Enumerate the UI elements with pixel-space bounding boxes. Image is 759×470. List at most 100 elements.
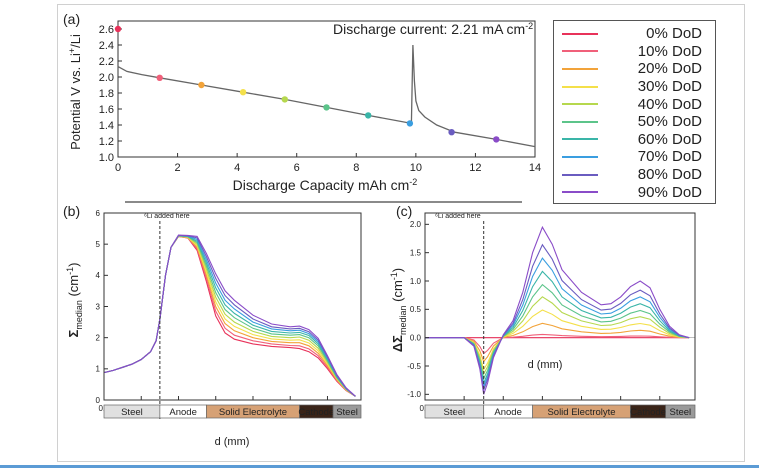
legend-label: 40% DoD bbox=[637, 95, 702, 113]
panel-c-ylabel-prefix: ΔΣ bbox=[390, 335, 405, 352]
sigma-series-line bbox=[103, 234, 356, 397]
panel-b-ylabel-sub: median bbox=[74, 300, 84, 330]
delta-sigma-series-line bbox=[425, 225, 690, 395]
panel-b-y-tick-label: 1 bbox=[96, 365, 101, 374]
panel-b-y-tick-label: 0 bbox=[96, 396, 101, 405]
panel-a-x-tick-label: 6 bbox=[294, 162, 300, 174]
panel-c-y-tick-label: 0.0 bbox=[410, 333, 422, 342]
sigma-series-line bbox=[103, 235, 356, 397]
panel-b-y-tick-label: 3 bbox=[96, 302, 101, 311]
legend-label: 30% DoD bbox=[637, 78, 702, 96]
panel-b-y-tick-label: 2 bbox=[96, 333, 101, 342]
sigma-series-line bbox=[103, 235, 356, 397]
panel-b-y-tick-label: 5 bbox=[96, 240, 101, 249]
sigma-series-line bbox=[103, 235, 356, 397]
delta-sigma-series-line bbox=[425, 322, 690, 363]
panel-b-region-label: Solid Electrolyte bbox=[219, 407, 287, 418]
bottom-rule bbox=[0, 465, 759, 468]
legend-label: 50% DoD bbox=[637, 113, 702, 131]
legend-label: 0% DoD bbox=[646, 25, 702, 43]
panel-c-ylabel-sub: median bbox=[398, 305, 408, 335]
panel-c-region-label: Solid Electrolyte bbox=[547, 407, 615, 418]
panel-a-title: Discharge current: 2.21 mA cm-2 bbox=[333, 21, 533, 37]
dod-marker bbox=[493, 136, 500, 143]
panel-a-ylabel-tail: /Li bbox=[68, 34, 83, 48]
figure-frame bbox=[57, 4, 745, 462]
legend-label: 10% DoD bbox=[637, 42, 702, 60]
panel-b-xlabel: d (mm) bbox=[215, 436, 250, 448]
panel-a-y-tick-label: 1.8 bbox=[99, 88, 114, 100]
panel-a-plot-frame bbox=[117, 20, 536, 158]
panel-c-region-label: Cathode bbox=[630, 407, 666, 418]
dod-marker bbox=[323, 104, 330, 111]
legend-entry: 90% DoD bbox=[554, 183, 715, 201]
panel-b-label: (b) bbox=[63, 203, 80, 219]
legend: 0% DoD 10% DoD 20% DoD 30% DoD 40% DoD 5… bbox=[553, 20, 716, 204]
legend-swatch bbox=[562, 32, 598, 35]
legend-entry: 20% DoD bbox=[554, 60, 715, 78]
panel-c-xlabel: d (mm) bbox=[528, 359, 563, 371]
sigma-series-line bbox=[103, 234, 356, 397]
legend-swatch bbox=[562, 50, 598, 53]
delta-sigma-series-line bbox=[425, 309, 690, 371]
dod-marker bbox=[448, 129, 455, 136]
panel-c-y-tick-label: 0.5 bbox=[410, 305, 422, 314]
dod-marker bbox=[239, 89, 247, 96]
panel-b-region-label: Steel bbox=[121, 407, 143, 418]
panel-a-x-tick-label: 8 bbox=[353, 162, 359, 174]
panel-a-x-tick-label: 10 bbox=[410, 162, 422, 174]
dod-marker bbox=[156, 74, 163, 82]
panel-b-ylabel-unit: (cm bbox=[66, 275, 81, 300]
legend-label: 80% DoD bbox=[637, 166, 702, 184]
legend-entry: 80% DoD bbox=[554, 166, 715, 184]
panel-a-x-tick-label: 4 bbox=[234, 162, 240, 174]
sigma-series-line bbox=[103, 235, 356, 397]
panel-a-title-sup: -2 bbox=[525, 21, 533, 31]
delta-sigma-series-line bbox=[425, 333, 690, 355]
panel-b-y-tick-label: 6 bbox=[96, 209, 101, 218]
panel-b-region-label: Cathode bbox=[298, 407, 334, 418]
panel-a-ylabel-main: Potential V vs. Li bbox=[68, 53, 83, 150]
legend-swatch bbox=[562, 173, 598, 176]
legend-entry: 10% DoD bbox=[554, 43, 715, 61]
legend-entry: 30% DoD bbox=[554, 78, 715, 96]
legend-swatch bbox=[562, 85, 598, 88]
panel-b-y-tick-label: 4 bbox=[96, 271, 101, 280]
panel-c-y-tick-label: 2.0 bbox=[410, 220, 422, 229]
dod-marker bbox=[198, 81, 205, 89]
dod-marker bbox=[281, 96, 288, 103]
panel-a-x-tick-label: 14 bbox=[529, 162, 541, 174]
panel-a-xlabel-main: Discharge Capacity mAh cm bbox=[233, 177, 410, 193]
panel-b-ylabel-unit-sup: -1 bbox=[65, 267, 75, 275]
panel-b-ylabel: Σmedian (cm-1) bbox=[65, 263, 84, 338]
panel-c-y-tick-label: 1.5 bbox=[410, 248, 422, 257]
legend-label: 20% DoD bbox=[637, 60, 702, 78]
panel-c-y-tick-label: -1.0 bbox=[407, 390, 421, 399]
panel-a-ylabel-sup: + bbox=[67, 48, 77, 53]
legend-entry: 70% DoD bbox=[554, 148, 715, 166]
panel-c-region-label: Anode bbox=[494, 407, 521, 418]
panel-a-y-tick-label: 1.6 bbox=[99, 104, 114, 116]
legend-swatch bbox=[562, 138, 598, 141]
panel-a-x-tick-label: 0 bbox=[115, 162, 121, 174]
panel-b-region bbox=[332, 404, 362, 419]
panel-c-label: (c) bbox=[396, 203, 412, 219]
panel-a-y-tick-label: 1.0 bbox=[99, 152, 114, 164]
panel-a-y-tick-label: 1.4 bbox=[99, 120, 114, 132]
delta-sigma-series-line bbox=[425, 296, 690, 376]
sigma-series-line bbox=[103, 235, 356, 397]
panel-c-y-tick-label: -0.5 bbox=[407, 362, 421, 371]
panel-a-x-tick-label: 2 bbox=[175, 162, 181, 174]
panel-c-ylabel-unit-sup: -1 bbox=[389, 272, 399, 280]
voltage-curve bbox=[117, 44, 536, 148]
legend-swatch bbox=[562, 67, 598, 70]
panel-c-plot-frame bbox=[424, 212, 696, 401]
sigma-series-line bbox=[103, 235, 356, 397]
panel-b-region-label: Steel bbox=[336, 407, 358, 418]
sigma-series-line bbox=[103, 234, 356, 397]
dod-marker bbox=[114, 25, 122, 33]
legend-swatch bbox=[562, 155, 598, 158]
panel-b-region-label: Anode bbox=[169, 407, 196, 418]
panel-c-ylabel: ΔΣmedian (cm-1) bbox=[389, 268, 408, 352]
